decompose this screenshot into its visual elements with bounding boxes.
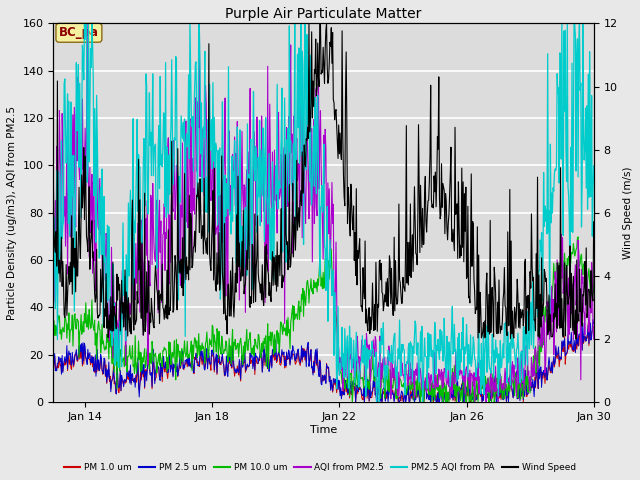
Title: Purple Air Particulate Matter: Purple Air Particulate Matter [225,7,422,21]
X-axis label: Time: Time [310,425,337,435]
Y-axis label: Particle Density (ug/m3), AQI from PM2.5: Particle Density (ug/m3), AQI from PM2.5 [7,106,17,320]
Y-axis label: Wind Speed (m/s): Wind Speed (m/s) [623,167,633,259]
Text: BC_pa: BC_pa [59,26,99,39]
Legend: PM 1.0 um, PM 2.5 um, PM 10.0 um, AQI from PM2.5, PM2.5 AQI from PA, Wind Speed: PM 1.0 um, PM 2.5 um, PM 10.0 um, AQI fr… [61,459,579,476]
